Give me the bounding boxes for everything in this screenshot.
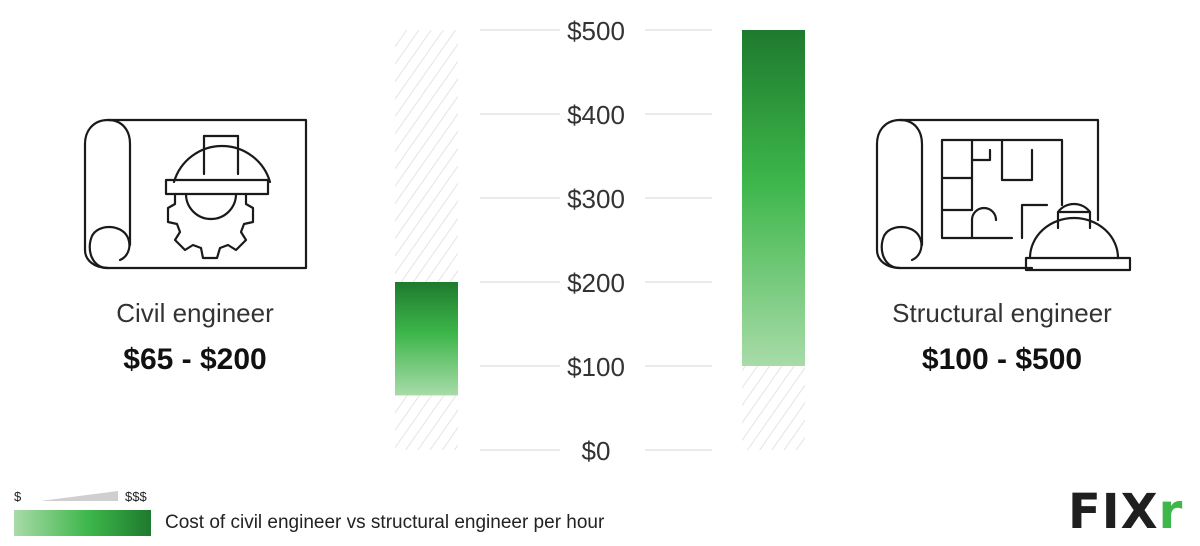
civil-engineer-label: Civil engineer — [116, 298, 274, 328]
civil-engineer-range: $65 - $200 — [123, 343, 267, 376]
y-tick-label: $400 — [567, 100, 625, 130]
legend-caption: Cost of civil engineer vs structural eng… — [165, 512, 605, 533]
structural-engineer-caption: Structural engineer $100 - $500 — [842, 298, 1162, 377]
y-tick-label: $500 — [567, 16, 625, 46]
fixr-logo-accent: r — [1158, 484, 1184, 540]
fixr-logo: FIXr — [1068, 488, 1183, 536]
y-tick-label: $0 — [582, 436, 611, 466]
range-bar-0 — [395, 282, 458, 396]
legend-high-label: $$$ — [125, 489, 147, 504]
civil-engineer-caption: Civil engineer $65 - $200 — [35, 298, 355, 377]
blueprint-floor-plan-hard-hat-icon — [875, 118, 1132, 272]
y-tick-label: $300 — [567, 184, 625, 214]
structural-engineer-range: $100 - $500 — [921, 343, 1083, 376]
legend-gradient-bar — [14, 510, 151, 536]
y-tick-label: $100 — [567, 352, 625, 382]
range-bars — [394, 30, 806, 396]
y-tick-labels: $0 $100 $200 $300 $400 $500 — [567, 16, 625, 466]
range-bar-1 — [742, 30, 805, 366]
fixr-logo-main: FIX — [1068, 484, 1159, 540]
y-tick-label: $200 — [567, 268, 625, 298]
structural-engineer-label: Structural engineer — [892, 298, 1112, 328]
blueprint-hard-hat-gear-icon — [83, 118, 308, 270]
gridlines — [480, 29, 712, 451]
legend-cost-wedge — [40, 491, 118, 501]
legend-low-label: $ — [14, 489, 22, 504]
